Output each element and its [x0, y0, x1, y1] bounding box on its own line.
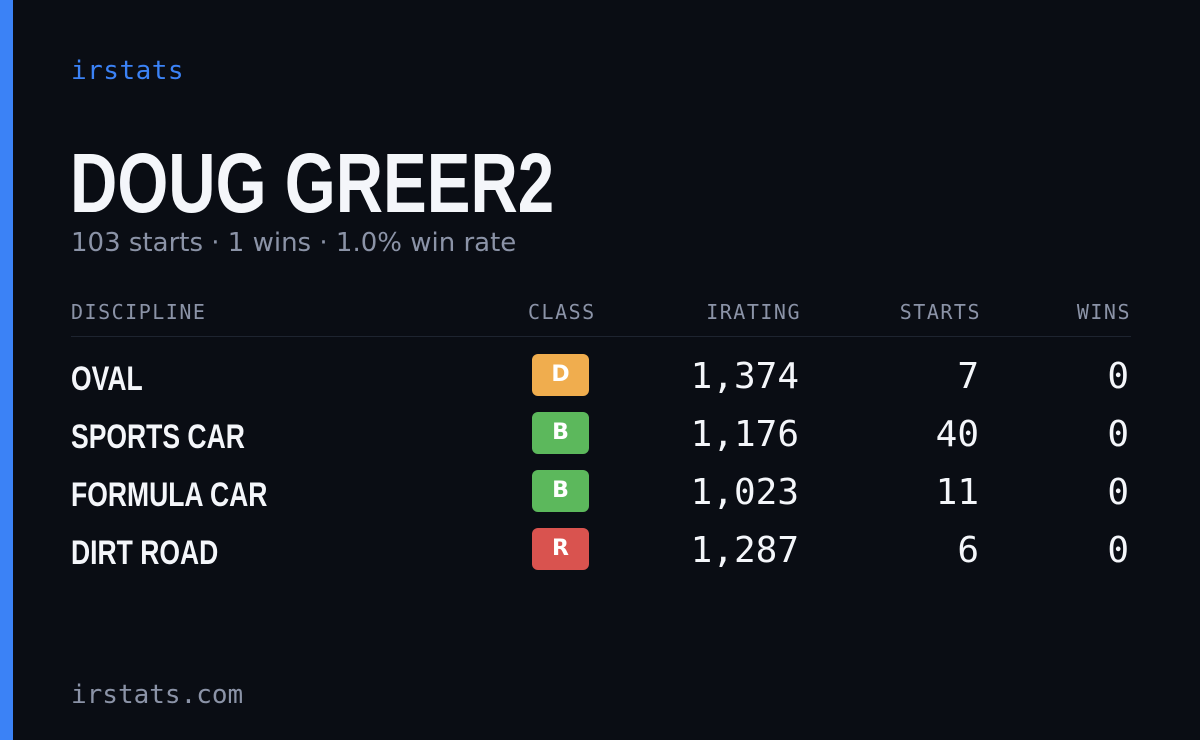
irating-value: 1,023: [690, 472, 799, 513]
header-starts: STARTS: [899, 300, 981, 324]
header-wins: WINS: [1076, 300, 1131, 324]
class-badge: R: [532, 528, 589, 570]
brand-logo: irstats: [71, 56, 185, 86]
accent-bar: [0, 0, 13, 740]
class-badge: B: [532, 412, 589, 454]
discipline-name: OVAL: [71, 360, 143, 398]
discipline-name: DIRT ROAD: [71, 534, 219, 572]
starts-value: 7: [957, 356, 979, 397]
irating-value: 1,287: [690, 530, 799, 571]
table-row: OVAL D 1,374 7 0: [71, 354, 1131, 412]
starts-value: 11: [935, 472, 979, 513]
discipline-name: FORMULA CAR: [71, 476, 268, 514]
irating-value: 1,374: [690, 356, 799, 397]
class-badge: D: [532, 354, 589, 396]
discipline-name: SPORTS CAR: [71, 418, 245, 456]
header-discipline: DISCIPLINE: [71, 300, 207, 324]
driver-summary: 103 starts · 1 wins · 1.0% win rate: [71, 228, 517, 258]
class-badge: B: [532, 470, 589, 512]
header-irating: IRATING: [706, 300, 801, 324]
starts-value: 6: [957, 530, 979, 571]
wins-value: 0: [1107, 414, 1129, 455]
table-body: OVAL D 1,374 7 0 SPORTS CAR B 1,176 40 0…: [71, 337, 1131, 586]
irating-value: 1,176: [690, 414, 799, 455]
header-class: CLASS: [528, 300, 596, 324]
wins-value: 0: [1107, 530, 1129, 571]
wins-value: 0: [1107, 356, 1129, 397]
table-row: FORMULA CAR B 1,023 11 0: [71, 470, 1131, 528]
footer-url: irstats.com: [71, 680, 244, 710]
table-header: DISCIPLINE CLASS IRATING STARTS WINS: [71, 300, 1131, 337]
table-row: DIRT ROAD R 1,287 6 0: [71, 528, 1131, 586]
stats-table: DISCIPLINE CLASS IRATING STARTS WINS OVA…: [71, 300, 1131, 586]
starts-value: 40: [935, 414, 979, 455]
driver-name: DOUG GREER2: [70, 136, 555, 230]
wins-value: 0: [1107, 472, 1129, 513]
table-row: SPORTS CAR B 1,176 40 0: [71, 412, 1131, 470]
